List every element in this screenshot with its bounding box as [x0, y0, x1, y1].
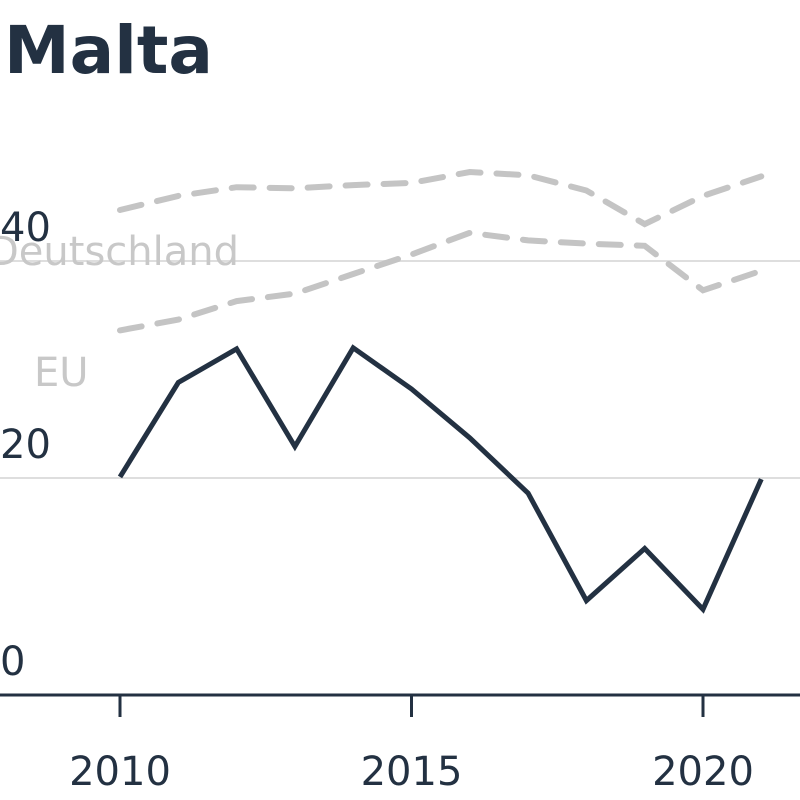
y-tick-label-1: 20: [0, 422, 51, 468]
series-line-1: [117, 168, 765, 228]
x-tick-label-1: 2015: [361, 749, 463, 795]
gridlines: [0, 260, 800, 479]
series-lines: [117, 168, 765, 614]
series-line-2: [117, 229, 765, 334]
y-tick-label-0: 0: [0, 639, 25, 685]
series-line-0: [117, 344, 764, 614]
series-labels: Deutschland EU: [0, 229, 239, 396]
series-label-1: Deutschland: [0, 229, 239, 275]
tick-labels: 2010 2015 2020 0 20 40: [0, 205, 754, 795]
x-axis: [0, 693, 800, 717]
y-tick-label-2: 40: [0, 205, 51, 251]
series-label-2: EU: [34, 350, 89, 396]
x-tick-label-0: 2010: [69, 749, 171, 795]
chart-title: Malta: [4, 12, 213, 89]
x-tick-label-2: 2020: [652, 749, 754, 795]
